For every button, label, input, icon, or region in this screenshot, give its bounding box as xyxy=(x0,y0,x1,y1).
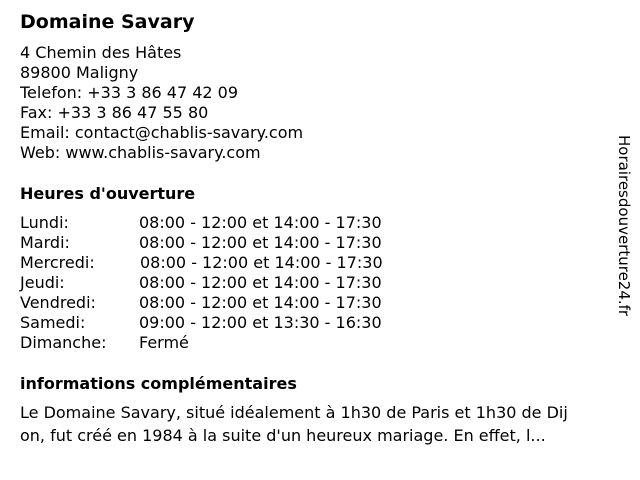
day: Mercredi: xyxy=(20,253,95,272)
address-street: 4 Chemin des Hâtes xyxy=(20,43,182,62)
time: 08:00 - 12:00 et 14:00 - 17:30 xyxy=(140,253,383,272)
hours-table: Lundi: 08:00 - 12:00 et 14:00 - 17:30 Mar… xyxy=(20,213,383,353)
day: Vendredi: xyxy=(20,293,96,312)
day: Jeudi: xyxy=(20,273,65,292)
hours-row: Dimanche: Fermé xyxy=(20,333,383,353)
hours-row: Jeudi: 08:00 - 12:00 et 14:00 - 17:30 xyxy=(20,273,383,293)
info-text: Le Domaine Savary, situé idéalement à 1h… xyxy=(20,401,568,447)
info-line: on, fut créé en 1984 à la suite d'un heu… xyxy=(20,426,546,445)
email: Email: contact@chablis-savary.com xyxy=(20,123,304,142)
hours-row: Lundi: 08:00 - 12:00 et 14:00 - 17:30 xyxy=(20,213,383,233)
phone: Telefon: +33 3 86 47 42 09 xyxy=(20,83,239,102)
website: Web: www.chablis-savary.com xyxy=(20,143,261,162)
business-name: Domaine Savary xyxy=(20,11,195,33)
info-heading: informations complémentaires xyxy=(20,374,297,393)
site-watermark: Horairesdouverture24.fr xyxy=(615,135,633,317)
hours-row: Samedi: 09:00 - 12:00 et 13:30 - 16:30 xyxy=(20,313,383,333)
time: 08:00 - 12:00 et 14:00 - 17:30 xyxy=(139,273,382,292)
hours-row: Mercredi: 08:00 - 12:00 et 14:00 - 17:30 xyxy=(20,253,383,273)
info-line: Le Domaine Savary, situé idéalement à 1h… xyxy=(20,403,568,422)
address-city: 89800 Maligny xyxy=(20,63,139,82)
time: 08:00 - 12:00 et 14:00 - 17:30 xyxy=(139,213,382,232)
time: 09:00 - 12:00 et 13:30 - 16:30 xyxy=(139,313,382,332)
day: Lundi: xyxy=(20,213,69,232)
day: Dimanche: xyxy=(20,333,107,352)
time: 08:00 - 12:00 et 14:00 - 17:30 xyxy=(139,293,382,312)
time: 08:00 - 12:00 et 14:00 - 17:30 xyxy=(139,233,382,252)
fax: Fax: +33 3 86 47 55 80 xyxy=(20,103,209,122)
contact-block: 4 Chemin des Hâtes 89800 Maligny Telefon… xyxy=(20,43,303,163)
hours-row: Mardi: 08:00 - 12:00 et 14:00 - 17:30 xyxy=(20,233,383,253)
hours-row: Vendredi: 08:00 - 12:00 et 14:00 - 17:30 xyxy=(20,293,383,313)
hours-heading: Heures d'ouverture xyxy=(20,184,196,203)
day: Samedi: xyxy=(20,313,86,332)
time: Fermé xyxy=(139,333,189,352)
day: Mardi: xyxy=(20,233,70,252)
